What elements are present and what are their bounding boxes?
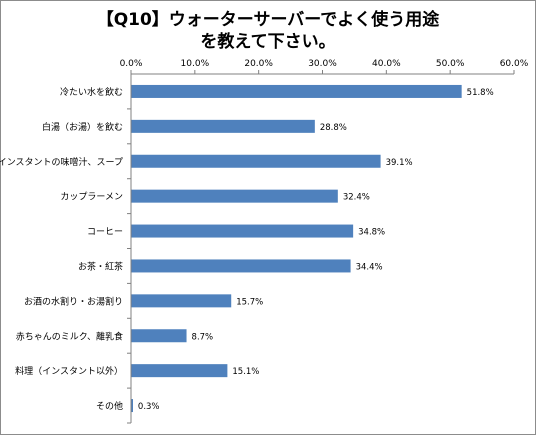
- bar: [131, 329, 187, 343]
- data-label: 51.8%: [467, 88, 494, 98]
- category-label: その他: [96, 400, 123, 412]
- x-tick-label: 50.0%: [436, 59, 465, 69]
- data-label: 39.1%: [386, 158, 413, 168]
- bar: [131, 154, 381, 168]
- category-label: お茶・紅茶: [78, 260, 123, 272]
- bar: [131, 364, 228, 378]
- data-label: 28.8%: [320, 123, 347, 133]
- category-label: 赤ちゃんのミルク、離乳食: [16, 330, 123, 342]
- category-label: 白湯（お湯）を飲む: [42, 121, 123, 133]
- data-label: 32.4%: [343, 193, 370, 203]
- data-label: 8.7%: [192, 332, 214, 342]
- data-label: 15.7%: [236, 297, 263, 307]
- bar: [131, 119, 315, 133]
- data-label: 0.3%: [138, 402, 160, 412]
- x-tick-label: 30.0%: [308, 59, 337, 69]
- bar: [131, 224, 354, 238]
- x-tick-label: 20.0%: [244, 59, 273, 69]
- category-label: カップラーメン: [60, 192, 123, 203]
- chart-title-line-2: を教えて下さい。: [200, 32, 336, 52]
- bar: [131, 84, 462, 98]
- data-label: 34.4%: [356, 262, 383, 272]
- category-label: 冷たい水を飲む: [60, 86, 123, 98]
- category-label: お酒の水割り・お湯割り: [24, 295, 123, 307]
- bar: [131, 189, 338, 203]
- bar: [131, 294, 232, 308]
- category-label: 料理（インスタント以外）: [15, 365, 123, 377]
- x-tick-label: 10.0%: [181, 59, 210, 69]
- bar: [131, 259, 351, 273]
- chart-title-line-1: 【Q10】ウォーターサーバーでよく使う用途: [96, 10, 440, 30]
- data-label: 15.1%: [232, 367, 259, 377]
- x-tick-label: 0.0%: [120, 59, 143, 69]
- data-label: 34.8%: [358, 228, 385, 238]
- bar: [131, 399, 133, 413]
- x-tick-label: 60.0%: [500, 59, 529, 69]
- category-label: コーヒー: [87, 227, 123, 238]
- x-tick-label: 40.0%: [372, 59, 401, 69]
- category-label: インスタントの味噌汁、スープ: [0, 156, 123, 168]
